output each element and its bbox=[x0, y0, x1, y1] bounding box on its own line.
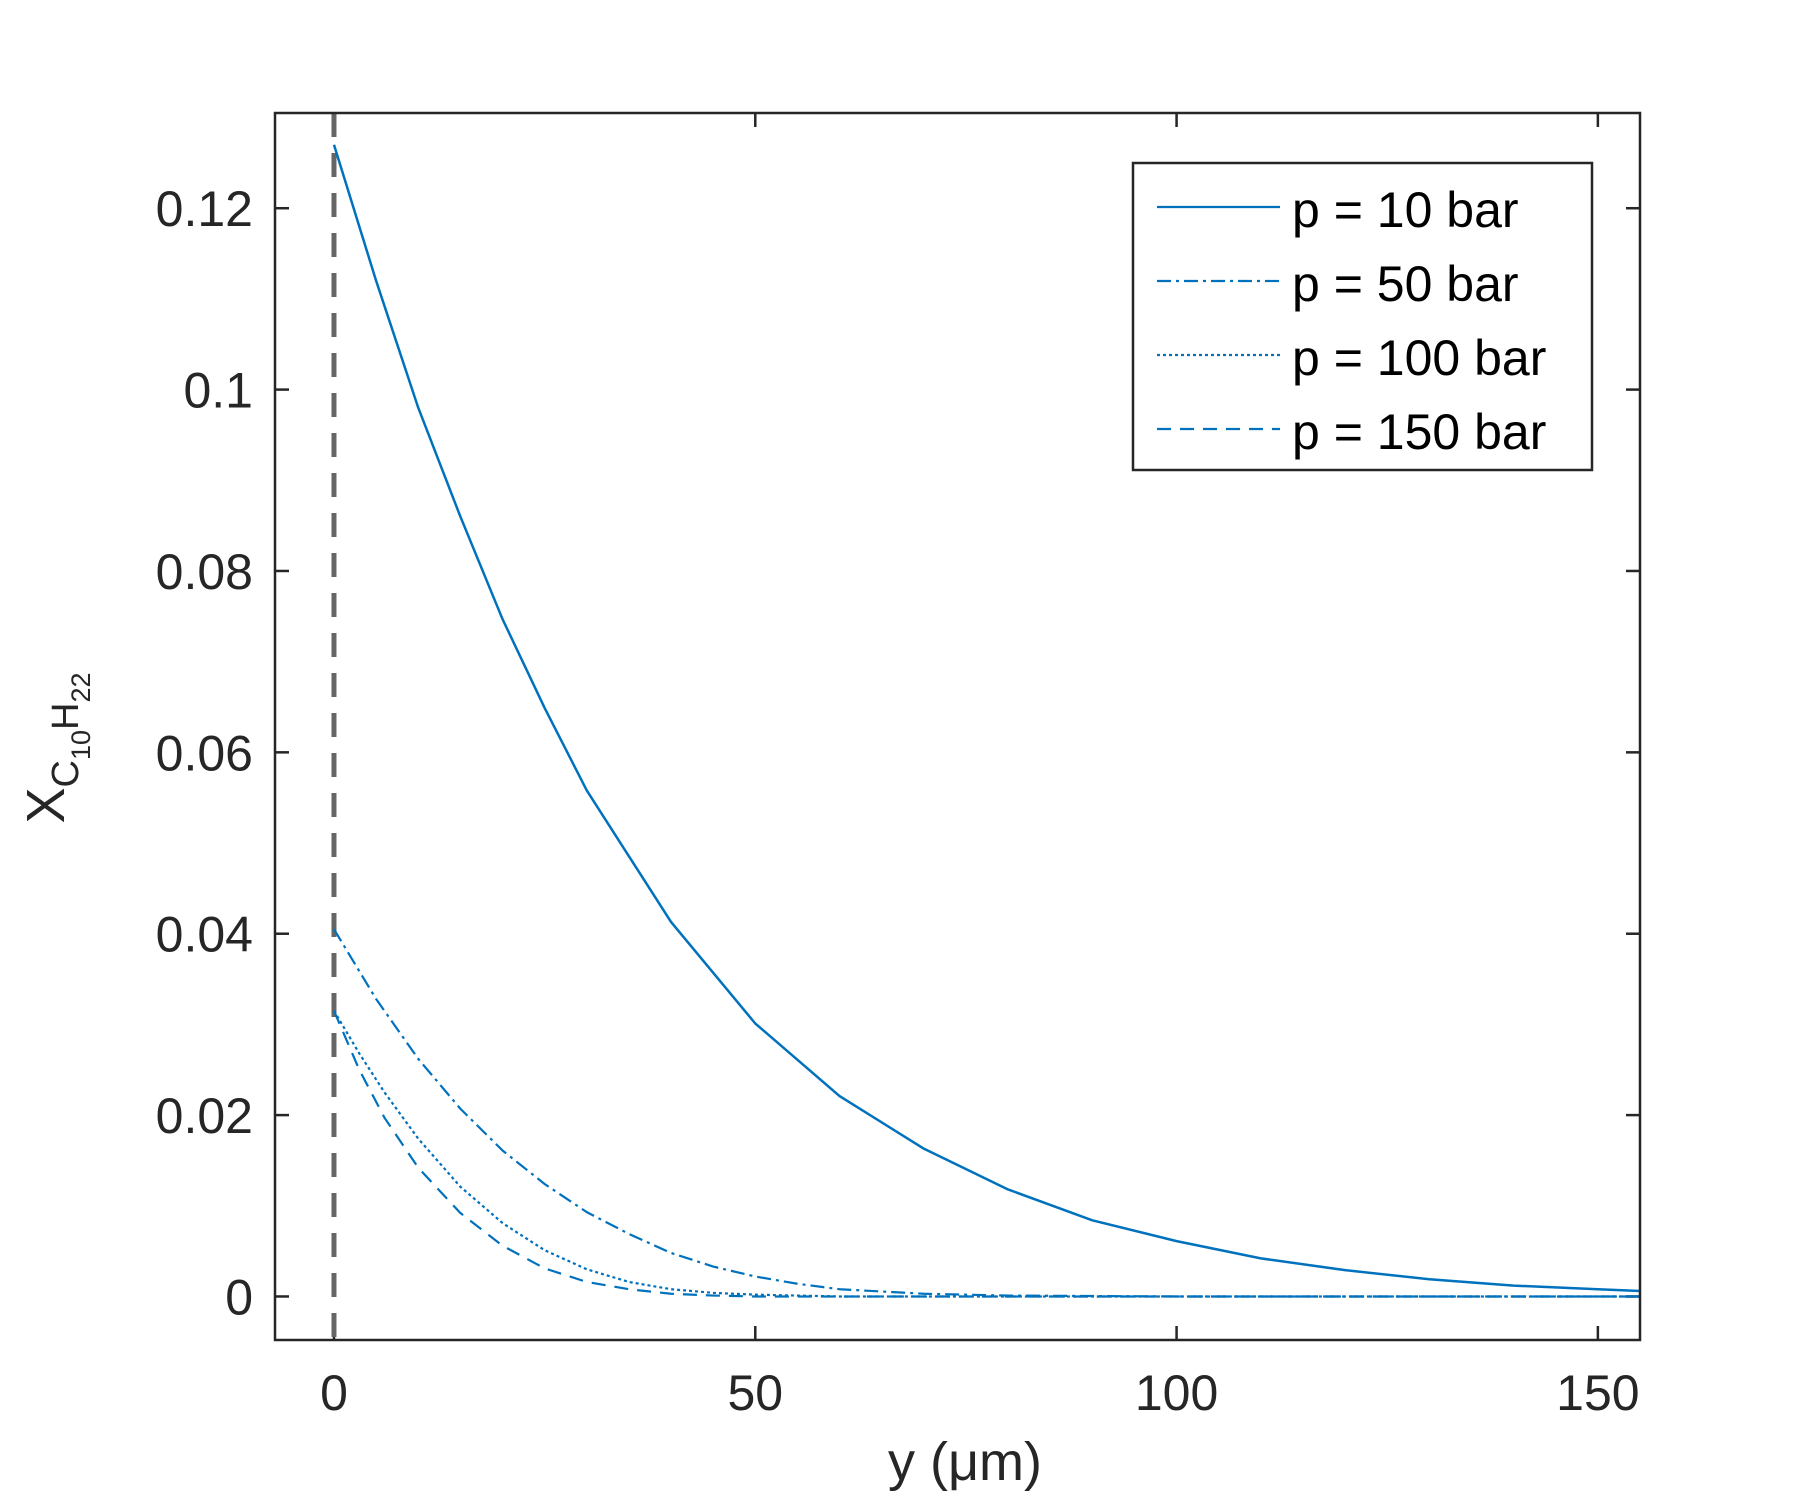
legend-label-1: p = 10 bar bbox=[1292, 182, 1519, 238]
x-tick-label: 0 bbox=[320, 1365, 348, 1421]
y-axis-label: XC10H22 bbox=[16, 672, 96, 823]
legend-label-3: p = 100 bar bbox=[1292, 330, 1546, 386]
tick-labels-layer: 0 50 100 150 0 0.02 0.04 0.06 0.08 0.1 0.12 bbox=[156, 181, 1640, 1421]
x-tick-label: 150 bbox=[1556, 1365, 1639, 1421]
legend-box bbox=[1131, 161, 1594, 472]
y-tick-label: 0.04 bbox=[156, 907, 253, 963]
series-layer bbox=[331, 113, 1641, 1340]
legend: p = 10 bar p = 50 bar p = 100 bar p = 150 b… bbox=[1131, 161, 1594, 472]
series-line-2 bbox=[333, 928, 1640, 1298]
y-tick-label: 0.1 bbox=[183, 363, 253, 419]
legend-label-2: p = 50 bar bbox=[1292, 256, 1519, 312]
x-tick-label: 100 bbox=[1135, 1365, 1218, 1421]
series-line-4 bbox=[332, 1010, 1640, 1298]
x-axis-label: y (μm) bbox=[888, 1432, 1042, 1492]
axes-box bbox=[273, 111, 1642, 1342]
x-tick-label: 50 bbox=[727, 1365, 783, 1421]
series-line-1 bbox=[332, 144, 1641, 1293]
y-tick-label: 0.08 bbox=[156, 544, 253, 600]
y-tick-label: 0.12 bbox=[156, 181, 253, 237]
legend-label-4: p = 150 bar bbox=[1292, 404, 1546, 460]
y-tick-label: 0.06 bbox=[156, 725, 253, 781]
y-tick-label: 0 bbox=[225, 1269, 253, 1325]
plot-area bbox=[273, 111, 1642, 1342]
y-tick-label: 0.02 bbox=[156, 1088, 253, 1144]
